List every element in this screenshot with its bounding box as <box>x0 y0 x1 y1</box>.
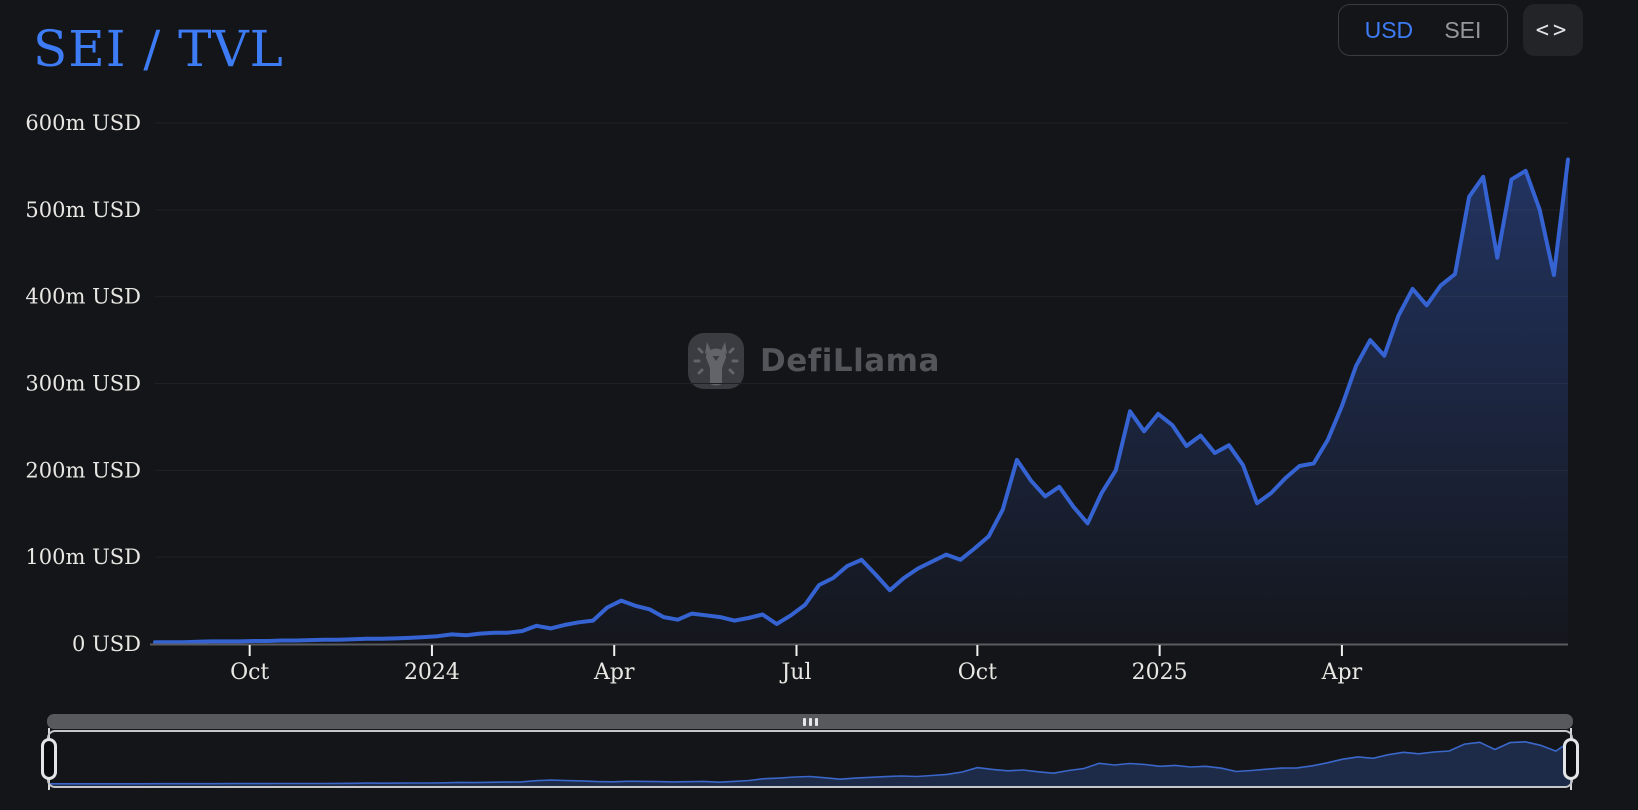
x-axis-label: Oct <box>958 660 997 685</box>
y-axis-label: 500m USD <box>25 198 141 222</box>
currency-toggle: USD SEI <box>1338 4 1508 56</box>
tvl-area-fill <box>155 159 1568 644</box>
tvl-line <box>153 157 1570 645</box>
range-start-handle[interactable] <box>41 738 57 780</box>
minimap-area-fill <box>49 740 1571 786</box>
currency-option-usd[interactable]: USD <box>1364 16 1414 43</box>
x-axis-label: 2025 <box>1132 660 1188 685</box>
page-title: SEI / TVL <box>33 20 284 78</box>
minimap-preview-chart <box>49 740 1571 786</box>
x-axis-label: Apr <box>593 660 635 685</box>
minimap-line <box>49 740 1571 785</box>
x-axis-label: 2024 <box>404 660 460 685</box>
range-end-handle[interactable] <box>1563 738 1579 780</box>
y-axis-label: 200m USD <box>25 458 141 482</box>
x-axis-label: Apr <box>1321 660 1363 685</box>
x-axis-label: Jul <box>779 660 811 685</box>
x-axis-label: Oct <box>230 660 269 685</box>
y-axis-label: 600m USD <box>25 111 141 135</box>
y-axis-label: 300m USD <box>25 372 141 396</box>
y-axis-label: 100m USD <box>25 545 141 569</box>
range-selector-minimap[interactable] <box>47 730 1573 788</box>
embed-code-button[interactable]: <> <box>1523 4 1583 56</box>
currency-option-sei[interactable]: SEI <box>1444 16 1482 43</box>
y-axis-label: 400m USD <box>25 285 141 309</box>
y-axis-label: 0 USD <box>72 632 141 656</box>
drag-grip-icon <box>802 717 818 726</box>
code-brackets-icon: <> <box>1535 17 1571 43</box>
timeline-scrollbar[interactable] <box>47 714 1573 729</box>
